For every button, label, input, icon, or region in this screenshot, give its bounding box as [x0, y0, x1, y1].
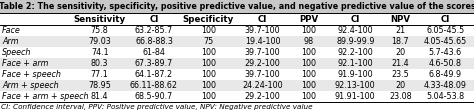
Text: 78.95: 78.95: [88, 81, 111, 90]
Text: 79.03: 79.03: [88, 37, 111, 46]
Text: 100: 100: [301, 81, 316, 90]
Text: 68.5-90.7: 68.5-90.7: [135, 92, 173, 101]
Text: PPV: PPV: [299, 15, 319, 24]
Bar: [0, 47, 474, 58]
Bar: [0, 80, 474, 91]
Bar: [0, 91, 474, 102]
Text: 5.7-43.6: 5.7-43.6: [428, 48, 462, 57]
Text: Speech: Speech: [2, 48, 31, 57]
Text: 92.1-100: 92.1-100: [337, 59, 373, 68]
Text: 23.08: 23.08: [389, 92, 411, 101]
Text: 92.13-100: 92.13-100: [335, 81, 375, 90]
Text: 39.7-100: 39.7-100: [245, 70, 280, 79]
Text: 20: 20: [395, 48, 405, 57]
Text: 100: 100: [301, 70, 316, 79]
Text: NPV: NPV: [390, 15, 410, 24]
Text: 6.8-49.9: 6.8-49.9: [428, 70, 462, 79]
Text: 100: 100: [301, 92, 316, 101]
Text: 92.2-100: 92.2-100: [337, 48, 373, 57]
Text: 5.04-53.8: 5.04-53.8: [426, 92, 465, 101]
Text: 66.8-88.3: 66.8-88.3: [135, 37, 173, 46]
Text: CI: CI: [440, 15, 450, 24]
Text: 39.7-100: 39.7-100: [245, 48, 280, 57]
Text: 100: 100: [201, 59, 216, 68]
Text: 29.2-100: 29.2-100: [245, 59, 281, 68]
Text: 74.1: 74.1: [91, 48, 109, 57]
Text: 100: 100: [301, 26, 316, 35]
Text: 21.4: 21.4: [392, 59, 409, 68]
Text: CI: CI: [351, 15, 360, 24]
Text: CI: Confidence interval, PPV: Positive predictive value, NPV: Negative predictiv: CI: Confidence interval, PPV: Positive p…: [1, 104, 313, 110]
Text: 64.1-87.2: 64.1-87.2: [135, 70, 173, 79]
Text: 20: 20: [395, 81, 405, 90]
Text: 4.6-50.8: 4.6-50.8: [429, 59, 462, 68]
Text: CI: CI: [149, 15, 159, 24]
Text: 4.33-48.09: 4.33-48.09: [424, 81, 467, 90]
Text: 29.2-100: 29.2-100: [245, 92, 281, 101]
Text: CI: CI: [258, 15, 267, 24]
Text: 39.7-100: 39.7-100: [245, 26, 280, 35]
Text: 100: 100: [301, 59, 316, 68]
Text: 61-84: 61-84: [143, 48, 165, 57]
Text: 100: 100: [301, 48, 316, 57]
Text: Face + arm: Face + arm: [2, 59, 48, 68]
Text: 24.24-100: 24.24-100: [242, 81, 283, 90]
Text: Face + arm + speech: Face + arm + speech: [2, 92, 89, 101]
Text: 23.5: 23.5: [392, 70, 409, 79]
Text: 91.9-100: 91.9-100: [337, 70, 373, 79]
Text: 75: 75: [203, 37, 213, 46]
Text: 75.8: 75.8: [91, 26, 109, 35]
Text: 100: 100: [201, 26, 216, 35]
Text: 66.11-88.62: 66.11-88.62: [130, 81, 178, 90]
Text: 4.05-45.65: 4.05-45.65: [424, 37, 467, 46]
Bar: [0, 0, 474, 13]
Text: 19.4-100: 19.4-100: [245, 37, 280, 46]
Text: 80.3: 80.3: [91, 59, 109, 68]
Bar: [0, 58, 474, 69]
Bar: [0, 69, 474, 80]
Text: Table 2: The sensitivity, specificity, positive predictive value, and negative p: Table 2: The sensitivity, specificity, p…: [0, 2, 474, 11]
Text: Specificity: Specificity: [182, 15, 234, 24]
Text: 91.91-100: 91.91-100: [335, 92, 375, 101]
Text: 92.4-100: 92.4-100: [337, 26, 373, 35]
Text: 81.4: 81.4: [91, 92, 109, 101]
Bar: [0, 25, 474, 36]
Text: Sensitivity: Sensitivity: [73, 15, 126, 24]
Text: 77.1: 77.1: [91, 70, 109, 79]
Text: 100: 100: [201, 92, 216, 101]
Text: 89.9-99.9: 89.9-99.9: [336, 37, 374, 46]
Bar: [0, 36, 474, 47]
Text: 100: 100: [201, 81, 216, 90]
Text: Face: Face: [2, 26, 21, 35]
Text: Arm + speech: Arm + speech: [2, 81, 59, 90]
Bar: [0, 13, 474, 25]
Text: 67.3-89.7: 67.3-89.7: [135, 59, 173, 68]
Text: 63.2-85.7: 63.2-85.7: [135, 26, 173, 35]
Text: 18.7: 18.7: [392, 37, 409, 46]
Text: 21: 21: [395, 26, 405, 35]
Text: Face + speech: Face + speech: [2, 70, 61, 79]
Text: 100: 100: [201, 48, 216, 57]
Text: Arm: Arm: [2, 37, 18, 46]
Text: 98: 98: [304, 37, 314, 46]
Text: 100: 100: [201, 70, 216, 79]
Text: 6.05-45.5: 6.05-45.5: [426, 26, 465, 35]
